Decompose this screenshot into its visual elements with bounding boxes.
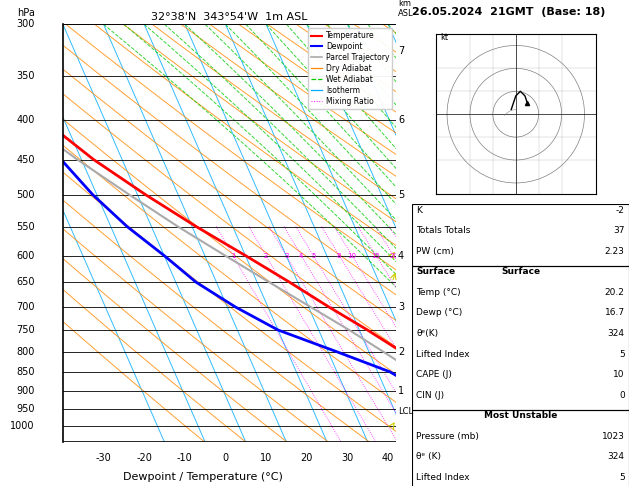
Text: 850: 850	[16, 367, 35, 377]
Text: 5: 5	[619, 473, 625, 482]
Text: 26.05.2024  21GMT  (Base: 18): 26.05.2024 21GMT (Base: 18)	[412, 7, 605, 17]
Text: 950: 950	[16, 404, 35, 414]
Bar	[412, 204, 629, 266]
Text: 20.2: 20.2	[605, 288, 625, 297]
Text: θᵉ(K): θᵉ(K)	[416, 329, 438, 338]
Text: Dewpoint / Temperature (°C): Dewpoint / Temperature (°C)	[123, 471, 283, 482]
Text: 650: 650	[16, 277, 35, 287]
Text: 3: 3	[284, 253, 289, 259]
Text: 37: 37	[613, 226, 625, 235]
Text: -10: -10	[177, 453, 192, 463]
Text: 3: 3	[398, 302, 404, 312]
Text: 400: 400	[16, 115, 35, 125]
Text: 350: 350	[16, 71, 35, 81]
Text: 300: 300	[16, 19, 35, 29]
Text: 15: 15	[372, 253, 381, 259]
Text: 2: 2	[264, 253, 268, 259]
Text: 700: 700	[16, 302, 35, 312]
Text: 10: 10	[260, 453, 272, 463]
Text: 4: 4	[398, 251, 404, 260]
Text: -30: -30	[96, 453, 111, 463]
Text: 600: 600	[16, 251, 35, 260]
Text: 5: 5	[398, 190, 404, 200]
Text: 2: 2	[398, 347, 404, 357]
Text: Pressure (mb): Pressure (mb)	[416, 432, 479, 441]
Text: -20: -20	[136, 453, 152, 463]
Text: Totals Totals: Totals Totals	[416, 226, 470, 235]
Text: hPa: hPa	[17, 8, 35, 18]
Text: Temp (°C): Temp (°C)	[416, 288, 461, 297]
Text: 750: 750	[16, 325, 35, 335]
Text: Surface: Surface	[416, 267, 455, 276]
Text: Lifted Index: Lifted Index	[416, 349, 470, 359]
Title: 32°38'N  343°54'W  1m ASL: 32°38'N 343°54'W 1m ASL	[152, 12, 308, 22]
Text: PW (cm): PW (cm)	[416, 247, 454, 256]
Text: 324: 324	[608, 452, 625, 461]
Text: θᵉ (K): θᵉ (K)	[416, 452, 442, 461]
Text: 1023: 1023	[602, 432, 625, 441]
Text: 5: 5	[311, 253, 315, 259]
Text: 1: 1	[231, 253, 235, 259]
Text: 1000: 1000	[10, 421, 35, 431]
Text: 40: 40	[382, 453, 394, 463]
Text: km
ASL: km ASL	[398, 0, 413, 18]
Text: 450: 450	[16, 155, 35, 165]
Legend: Temperature, Dewpoint, Parcel Trajectory, Dry Adiabat, Wet Adiabat, Isotherm, Mi: Temperature, Dewpoint, Parcel Trajectory…	[308, 28, 392, 109]
Text: 0: 0	[223, 453, 228, 463]
Text: 2.23: 2.23	[605, 247, 625, 256]
Text: kt: kt	[440, 34, 448, 42]
Bar	[412, 266, 629, 410]
Text: 20: 20	[389, 253, 398, 259]
Text: CIN (J): CIN (J)	[416, 391, 445, 399]
Text: 800: 800	[16, 347, 35, 357]
Text: Lifted Index: Lifted Index	[416, 473, 470, 482]
Text: 4: 4	[299, 253, 303, 259]
Text: 500: 500	[16, 190, 35, 200]
Text: 5: 5	[619, 349, 625, 359]
Text: -2: -2	[616, 206, 625, 214]
Text: K: K	[416, 206, 422, 214]
Text: 16.7: 16.7	[604, 309, 625, 317]
Text: CAPE (J): CAPE (J)	[416, 370, 452, 379]
Text: 550: 550	[16, 222, 35, 231]
Text: 30: 30	[342, 453, 353, 463]
Text: 324: 324	[608, 329, 625, 338]
Bar	[412, 410, 629, 486]
Text: Most Unstable: Most Unstable	[484, 411, 557, 420]
Text: 1: 1	[398, 386, 404, 396]
Text: 20: 20	[301, 453, 313, 463]
Text: 0: 0	[619, 391, 625, 399]
Text: 10: 10	[613, 370, 625, 379]
Text: 7: 7	[398, 46, 404, 56]
Text: 6: 6	[398, 115, 404, 125]
Text: 10: 10	[348, 253, 357, 259]
Text: 900: 900	[16, 386, 35, 396]
Text: 8: 8	[337, 253, 342, 259]
Text: LCL: LCL	[398, 407, 413, 416]
Text: Surface: Surface	[501, 267, 540, 276]
Text: Dewp (°C): Dewp (°C)	[416, 309, 462, 317]
